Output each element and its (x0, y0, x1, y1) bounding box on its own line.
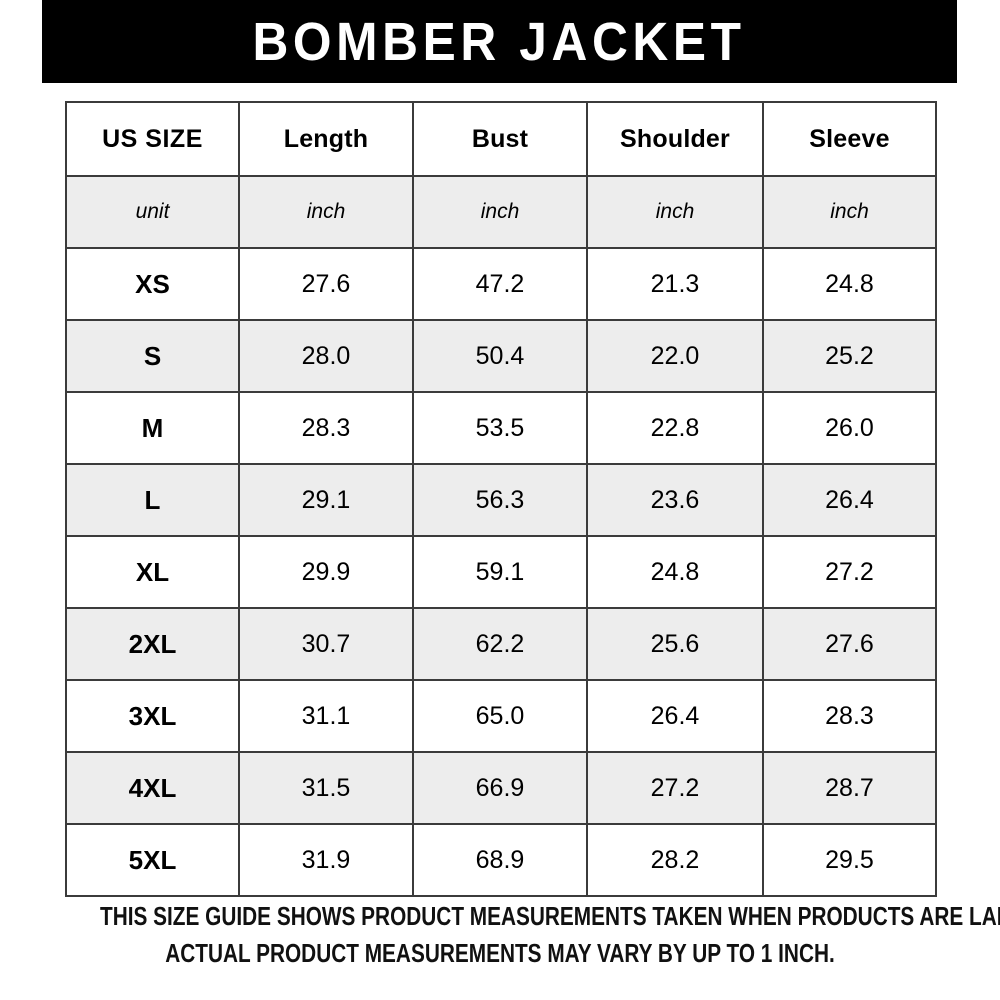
cell-shoulder: 28.2 (586, 823, 764, 897)
cell-sleeve: 26.0 (762, 391, 937, 465)
column-header-bust: Bust (412, 101, 588, 177)
cell-bust: 56.3 (412, 463, 588, 537)
cell-bust: 68.9 (412, 823, 588, 897)
cell-length: 31.1 (238, 679, 414, 753)
table-row: 3XL 31.1 65.0 26.4 28.3 (65, 679, 937, 753)
cell-bust: 65.0 (412, 679, 588, 753)
table-row: 5XL 31.9 68.9 28.2 29.5 (65, 823, 937, 897)
cell-length: 29.1 (238, 463, 414, 537)
unit-length: inch (238, 175, 414, 249)
cell-sleeve: 24.8 (762, 247, 937, 321)
cell-shoulder: 25.6 (586, 607, 764, 681)
table-row: 4XL 31.5 66.9 27.2 28.7 (65, 751, 937, 825)
title-banner: BOMBER JACKET (42, 0, 957, 83)
table-row: 2XL 30.7 62.2 25.6 27.6 (65, 607, 937, 681)
cell-length: 31.5 (238, 751, 414, 825)
table-row: XS 27.6 47.2 21.3 24.8 (65, 247, 937, 321)
cell-bust: 53.5 (412, 391, 588, 465)
cell-shoulder: 22.8 (586, 391, 764, 465)
column-header-shoulder: Shoulder (586, 101, 764, 177)
cell-length: 28.0 (238, 319, 414, 393)
footer-line-1: THIS SIZE GUIDE SHOWS PRODUCT MEASUREMEN… (100, 901, 1000, 931)
cell-shoulder: 22.0 (586, 319, 764, 393)
cell-size: 4XL (65, 751, 240, 825)
cell-size: 2XL (65, 607, 240, 681)
cell-length: 30.7 (238, 607, 414, 681)
cell-shoulder: 24.8 (586, 535, 764, 609)
footer-line-2: ACTUAL PRODUCT MEASUREMENTS MAY VARY BY … (165, 938, 835, 968)
table-header: US SIZE Length Bust Shoulder Sleeve (65, 101, 937, 177)
cell-bust: 50.4 (412, 319, 588, 393)
page-title: BOMBER JACKET (252, 11, 747, 72)
cell-size: 5XL (65, 823, 240, 897)
cell-size: S (65, 319, 240, 393)
header-row: US SIZE Length Bust Shoulder Sleeve (65, 101, 937, 177)
cell-size: 3XL (65, 679, 240, 753)
cell-shoulder: 23.6 (586, 463, 764, 537)
unit-row: unit inch inch inch inch (65, 175, 937, 249)
table-row: L 29.1 56.3 23.6 26.4 (65, 463, 937, 537)
cell-size: L (65, 463, 240, 537)
cell-length: 29.9 (238, 535, 414, 609)
cell-sleeve: 25.2 (762, 319, 937, 393)
cell-bust: 66.9 (412, 751, 588, 825)
table-row: XL 29.9 59.1 24.8 27.2 (65, 535, 937, 609)
cell-shoulder: 26.4 (586, 679, 764, 753)
cell-bust: 62.2 (412, 607, 588, 681)
cell-shoulder: 21.3 (586, 247, 764, 321)
column-header-us-size: US SIZE (65, 101, 240, 177)
cell-length: 27.6 (238, 247, 414, 321)
cell-sleeve: 28.3 (762, 679, 937, 753)
cell-bust: 47.2 (412, 247, 588, 321)
cell-size: XL (65, 535, 240, 609)
cell-size: XS (65, 247, 240, 321)
cell-length: 31.9 (238, 823, 414, 897)
unit-shoulder: inch (586, 175, 764, 249)
unit-sleeve: inch (762, 175, 937, 249)
cell-sleeve: 29.5 (762, 823, 937, 897)
table-row: M 28.3 53.5 22.8 26.0 (65, 391, 937, 465)
unit-bust: inch (412, 175, 588, 249)
cell-shoulder: 27.2 (586, 751, 764, 825)
cell-sleeve: 26.4 (762, 463, 937, 537)
column-header-length: Length (238, 101, 414, 177)
footer-note: THIS SIZE GUIDE SHOWS PRODUCT MEASUREMEN… (0, 898, 1000, 972)
cell-sleeve: 28.7 (762, 751, 937, 825)
table-body: unit inch inch inch inch XS 27.6 47.2 21… (65, 175, 937, 897)
cell-size: M (65, 391, 240, 465)
unit-label: unit (65, 175, 240, 249)
cell-sleeve: 27.6 (762, 607, 937, 681)
column-header-sleeve: Sleeve (762, 101, 937, 177)
cell-length: 28.3 (238, 391, 414, 465)
cell-sleeve: 27.2 (762, 535, 937, 609)
table-row: S 28.0 50.4 22.0 25.2 (65, 319, 937, 393)
cell-bust: 59.1 (412, 535, 588, 609)
size-chart-table: US SIZE Length Bust Shoulder Sleeve unit… (65, 101, 937, 897)
